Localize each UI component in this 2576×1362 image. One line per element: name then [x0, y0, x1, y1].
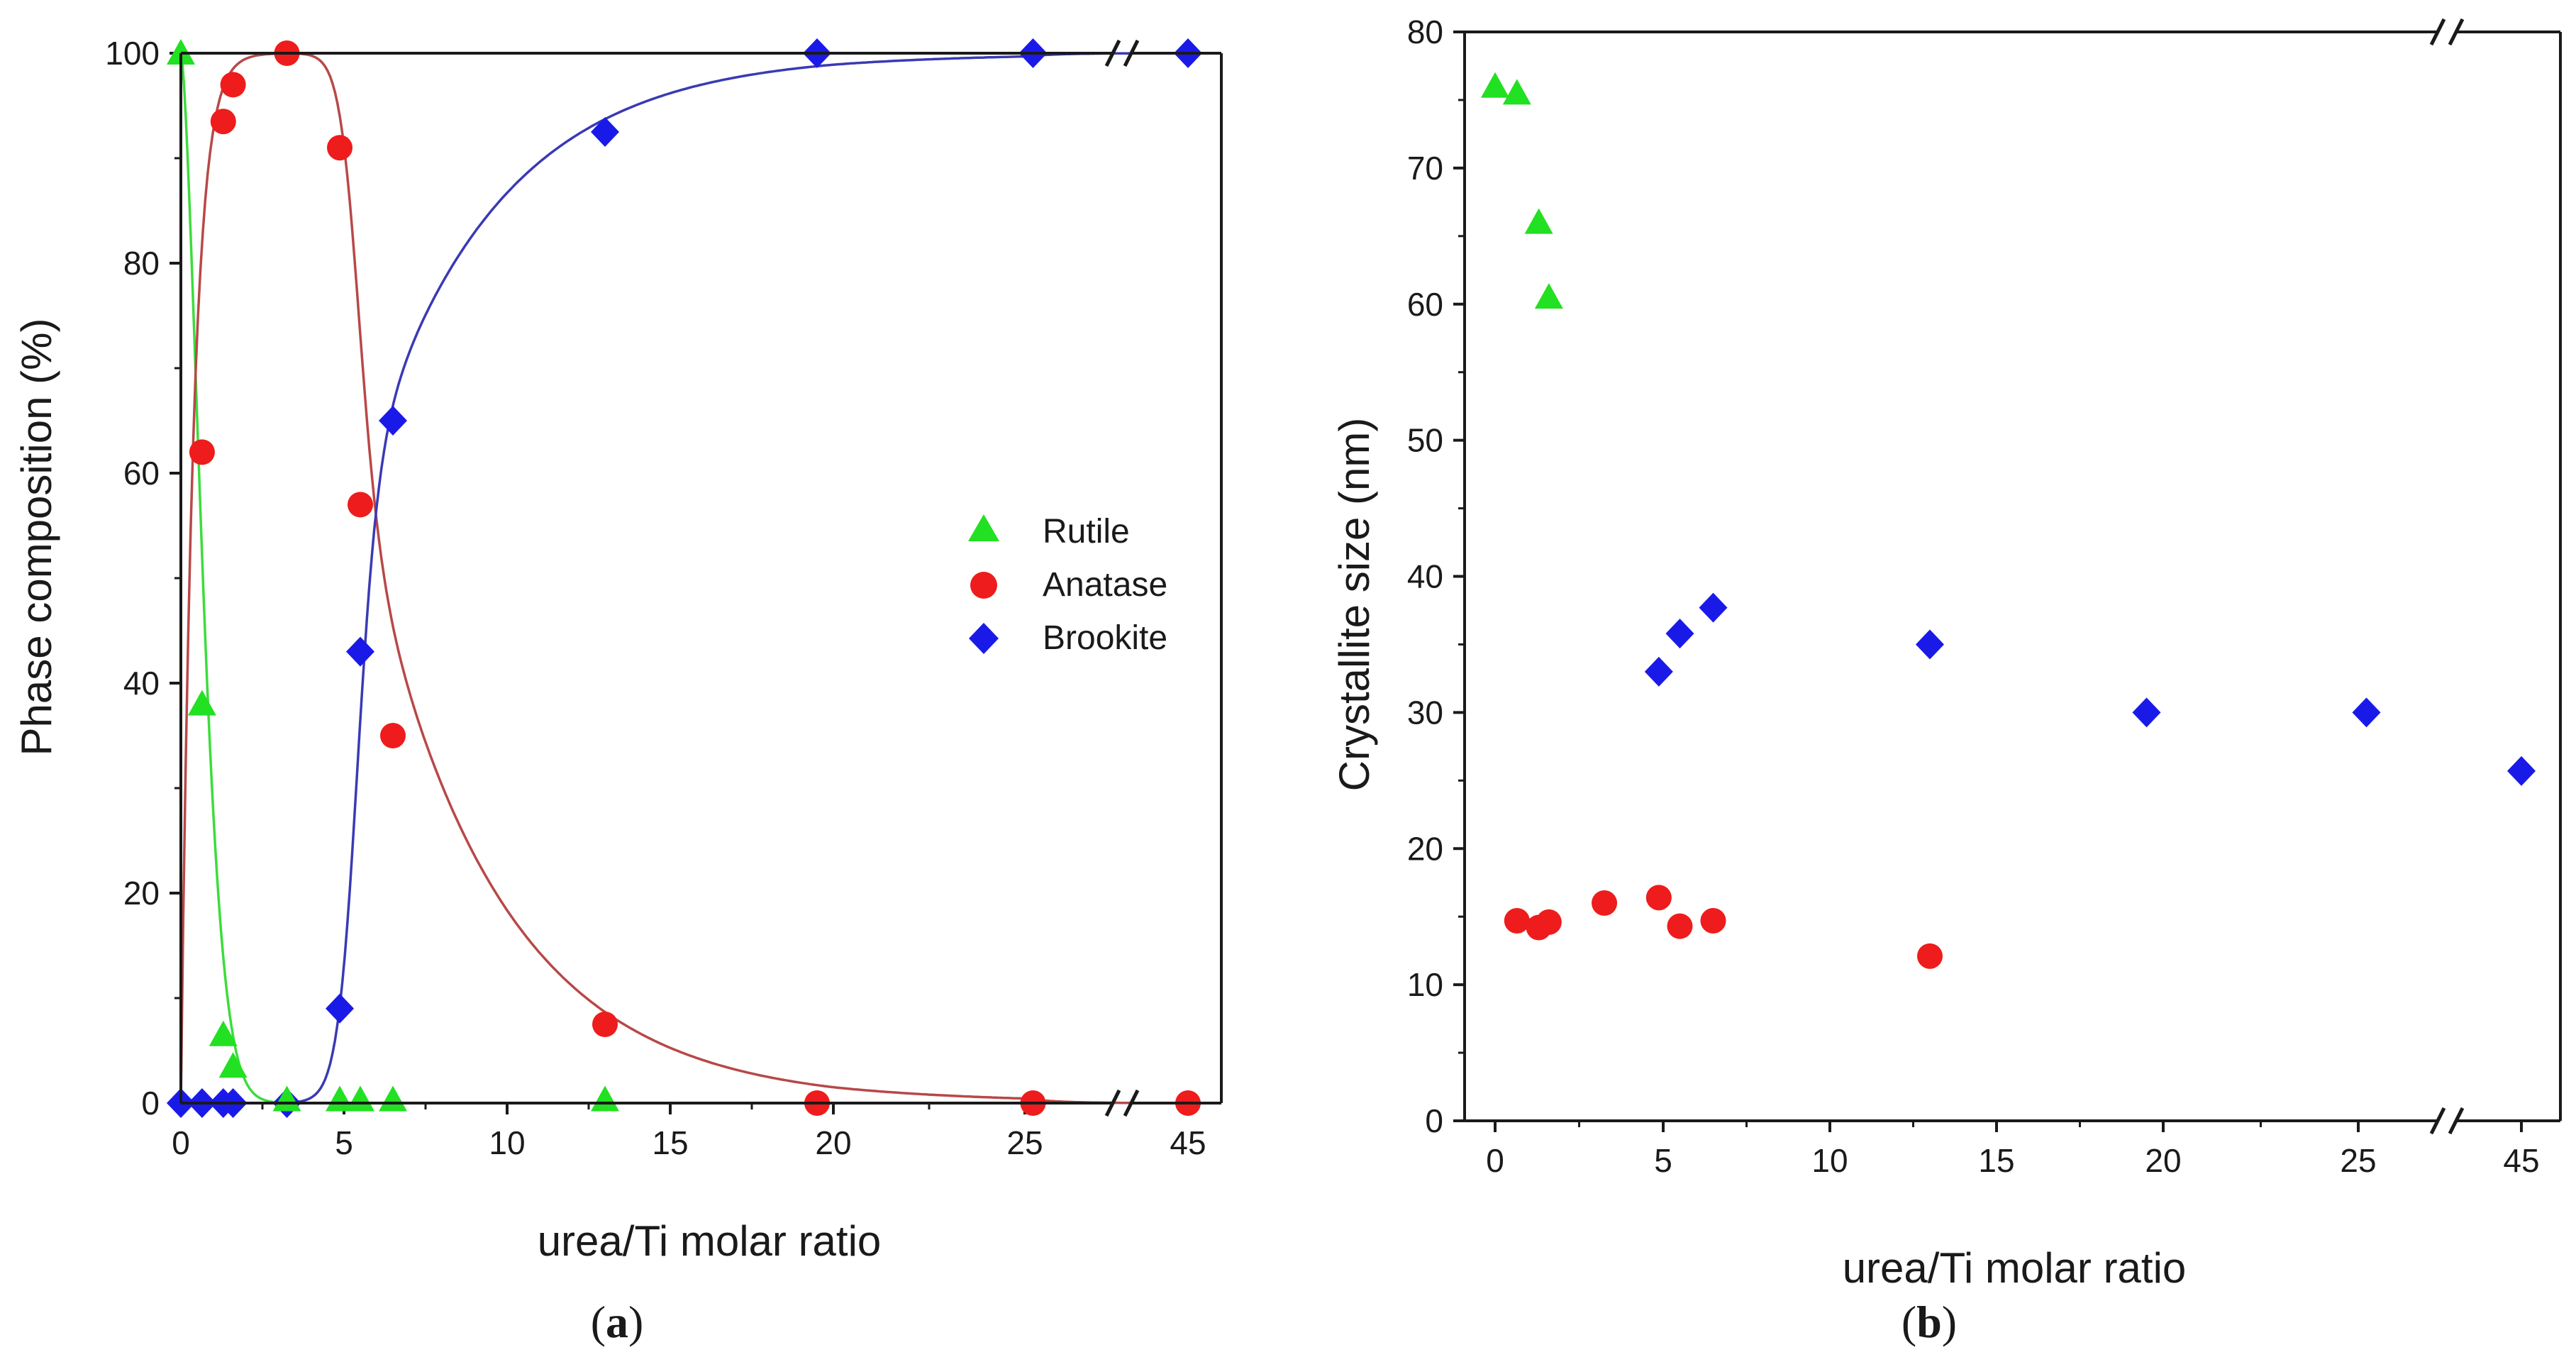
x-tick-label: 0 [172, 1124, 190, 1161]
anatase-size-point [1536, 909, 1562, 935]
y-tick-label: 60 [123, 455, 160, 492]
legend-anatase-marker [970, 572, 997, 599]
anatase-point [220, 72, 246, 98]
anatase-size-point [1667, 913, 1693, 939]
legend-rutile-label: Rutile [1043, 513, 1130, 550]
panel-a-markers [167, 38, 1202, 1118]
x-tick-label: 5 [1654, 1142, 1672, 1179]
x-tick-label: 25 [1006, 1124, 1043, 1161]
anatase-size-point [1645, 885, 1672, 911]
y-tick-label: 10 [1407, 966, 1443, 1003]
brookite-point [346, 636, 374, 667]
axis-break-top [2429, 18, 2465, 46]
brookite-size-point [1665, 619, 1694, 649]
anatase-point [380, 723, 406, 748]
anatase-point [327, 135, 353, 161]
rutile-fit-curve [179, 52, 605, 1104]
y-tick-label: 0 [141, 1085, 160, 1122]
axis-break-bottom [2429, 1107, 2465, 1135]
panel-b-frame [1463, 18, 2562, 1135]
rutile-size-point [1502, 79, 1531, 105]
x-tick-label: 20 [815, 1124, 851, 1161]
y-tick-label: 0 [1425, 1102, 1443, 1139]
rutile-point [187, 690, 216, 716]
brookite-size-point [2132, 697, 2161, 728]
legend-brookite-label: Brookite [1043, 619, 1167, 657]
panel-a-legend: Rutile Anatase Brookite [968, 513, 1167, 657]
axis-break-bottom [1104, 1089, 1140, 1117]
panel-b-xlabel: urea/Ti molar ratio [1843, 1244, 2187, 1292]
x-tick-label: 5 [335, 1124, 353, 1161]
rutile-size-point [1534, 283, 1563, 309]
y-tick-label: 40 [1407, 558, 1443, 595]
rutile-size-point [1481, 72, 1509, 98]
panel-a-frame [179, 39, 1223, 1117]
anatase-point [592, 1012, 618, 1037]
x-tick-label: 45 [2503, 1142, 2539, 1179]
brookite-size-point [1644, 656, 1673, 687]
panel-a-label: (a) [591, 1297, 644, 1347]
brookite-point [379, 406, 407, 436]
rutile-point [591, 1085, 619, 1112]
rutile-point [346, 1085, 374, 1112]
panel-a-ylabel: Phase composition (%) [13, 319, 60, 756]
y-tick-label: 70 [1407, 150, 1443, 187]
x-tick-label: 25 [2340, 1142, 2376, 1179]
y-tick-label: 60 [1407, 286, 1443, 323]
panel-b-ticks: 0 5 10 15 20 25 45 0 10 20 30 40 50 60 70 80 [1407, 13, 2540, 1179]
y-tick-label: 30 [1407, 694, 1443, 731]
anatase-point [189, 439, 215, 465]
anatase-size-point [1592, 890, 1618, 916]
anatase-point [210, 109, 236, 135]
y-tick-label: 80 [1407, 13, 1443, 50]
y-tick-label: 20 [123, 875, 160, 912]
x-tick-label: 0 [1486, 1142, 1504, 1179]
anatase-size-point [1917, 943, 1943, 969]
y-tick-label: 80 [123, 245, 160, 282]
panel-b-label: (b) [1902, 1297, 1957, 1347]
y-tick-label: 40 [123, 665, 160, 702]
rutile-point [218, 1052, 248, 1078]
panel-a-phase-composition: 0 5 10 15 20 25 45 0 20 40 60 80 100 Phase compositi… [13, 35, 1223, 1347]
brookite-size-point [2507, 755, 2536, 786]
rutile-size-point [1524, 208, 1553, 234]
x-tick-label: 10 [1811, 1142, 1848, 1179]
x-tick-label: 20 [2145, 1142, 2181, 1179]
rutile-point [379, 1085, 407, 1112]
anatase-size-point [1700, 907, 1726, 934]
rutile-point [209, 1020, 238, 1046]
panel-b-crystallite-size: 0 5 10 15 20 25 45 0 10 20 30 40 50 60 70 80 Crystallit… [1331, 13, 2562, 1347]
y-tick-label: 50 [1407, 422, 1443, 459]
panel-b-markers [1481, 72, 2536, 969]
anatase-point [348, 492, 373, 518]
axis-break-top [1104, 39, 1140, 67]
brookite-size-point [2352, 697, 2381, 728]
x-tick-label: 10 [489, 1124, 525, 1161]
legend-brookite-marker [969, 623, 999, 654]
anatase-fit-curve [179, 52, 1188, 1104]
brookite-fit-curve [181, 52, 1188, 1104]
panel-a-xlabel: urea/Ti molar ratio [538, 1217, 882, 1265]
x-tick-label: 15 [1978, 1142, 2014, 1179]
rutile-point [326, 1085, 355, 1112]
brookite-size-point [1699, 592, 1728, 623]
panel-a-ticks: 0 5 10 15 20 25 45 0 20 40 60 80 100 [105, 35, 1206, 1161]
legend-rutile-marker [968, 514, 999, 541]
brookite-point [326, 993, 355, 1024]
legend-anatase-label: Anatase [1043, 566, 1167, 604]
anatase-size-point [1504, 907, 1530, 934]
brookite-point [591, 117, 619, 147]
x-tick-label: 15 [652, 1124, 688, 1161]
brookite-size-point [1916, 629, 1944, 660]
y-tick-label: 100 [105, 35, 160, 72]
panel-b-ylabel: Crystallite size (nm) [1331, 418, 1378, 792]
x-tick-label: 45 [1170, 1124, 1206, 1161]
y-tick-label: 20 [1407, 830, 1443, 867]
panel-a-fit-curves [179, 52, 1188, 1104]
rutile-point [272, 1085, 301, 1112]
